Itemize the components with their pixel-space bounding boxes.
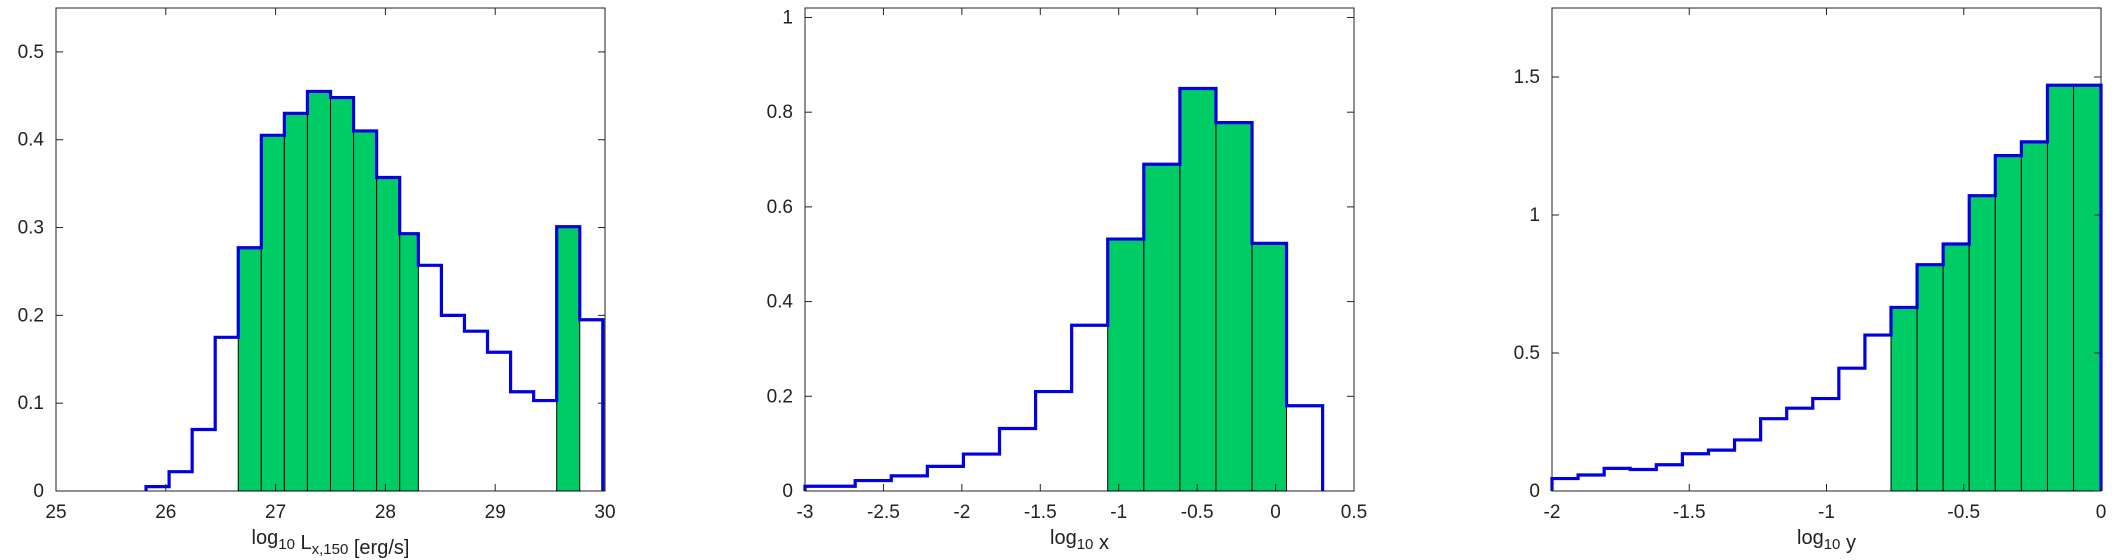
histogram-bar-shaded [330, 97, 355, 492]
histogram-bar-shaded [399, 233, 419, 492]
x-axis-label: log10 y [1797, 527, 1856, 554]
x-tick-label: 25 [45, 502, 66, 523]
x-tick-label: -1 [1818, 502, 1835, 523]
histogram-bar-shaded [237, 247, 262, 492]
axes-frame [804, 7, 1355, 492]
histogram-bar-shaded [353, 130, 378, 492]
x-tick-label: 26 [155, 502, 176, 523]
histogram-bar-shaded [1942, 243, 1970, 492]
histogram-bar-shaded [1968, 195, 1996, 492]
histogram-bar-shaded [283, 112, 308, 492]
y-tick-label: 0.2 [18, 305, 44, 326]
y-tick-label: 1 [782, 7, 793, 28]
y-tick-label: 0.2 [767, 386, 793, 407]
histogram-panel-luminosity: 25 26 27 28 29 30 0 0.1 0.2 0.3 0.4 0.5 log10 Lx,150… [18, 7, 616, 559]
y-tick-label: 0 [1529, 481, 1540, 502]
y-tick-label: 1 [1529, 205, 1540, 226]
histogram-bar-shaded [1251, 242, 1288, 492]
histogram-bar-shaded [1994, 155, 2022, 492]
y-tick-label: 0.6 [767, 197, 793, 218]
y-tick-label: 0.5 [1514, 343, 1540, 364]
y-tick-label: 0.4 [18, 130, 45, 151]
x-axis-label: log10 Lx,150 [erg/s] [252, 527, 410, 559]
x-tick-label: 0 [2096, 502, 2107, 523]
x-tick-label: 29 [485, 502, 506, 523]
histogram-bar-shaded [2020, 141, 2048, 492]
x-tick-label: -1.5 [1673, 502, 1706, 523]
histogram-bar-shaded [556, 226, 581, 492]
histogram-bar-shaded [1179, 88, 1217, 492]
x-tick-label: -2 [953, 502, 970, 523]
histogram-panel-y: -2 -1.5 -1 -0.5 0 0 0.5 1 1.5 log10 y [1514, 7, 2107, 554]
x-tick-label: -2.5 [867, 502, 900, 523]
y-tick-label: 0 [33, 481, 44, 502]
histogram-bar-shaded [1143, 163, 1181, 492]
histogram-bar-shaded [1890, 306, 1918, 492]
histogram-bar-shaded [2046, 84, 2075, 492]
x-tick-label: -0.5 [1947, 502, 1980, 523]
y-tick-label: 0 [782, 481, 793, 502]
x-tick-label: -1 [1110, 502, 1127, 523]
histogram-panel-x: -3 -2.5 -2 -1.5 -1 -0.5 0 0.5 0 0.2 0.4 0.6 0.8 1 log1… [767, 7, 1368, 554]
y-tick-label: 0.5 [18, 42, 44, 63]
histogram-outline [803, 86, 1325, 491]
x-tick-label: 0.5 [1341, 502, 1367, 523]
x-tick-label: -1.5 [1024, 502, 1057, 523]
y-tick-label: 1.5 [1514, 67, 1540, 88]
x-tick-label: -2 [1544, 502, 1561, 523]
x-tick-label: -0.5 [1181, 502, 1214, 523]
y-tick-label: 0.8 [767, 102, 793, 123]
histogram-outline [1550, 83, 2103, 491]
histogram-outline [144, 89, 605, 491]
histogram-bar-shaded [1215, 122, 1253, 492]
x-axis-label: log10 x [1050, 527, 1109, 554]
histogram-bar-shaded [1916, 264, 1944, 492]
y-tick-label: 0.3 [18, 218, 44, 239]
histogram-bar-shaded [2073, 84, 2102, 492]
histogram-bar-shaded [376, 176, 401, 492]
x-tick-label: -3 [797, 502, 814, 523]
y-tick-label: 0.1 [18, 393, 44, 414]
y-tick-label: 0.4 [767, 292, 794, 313]
x-tick-label: 28 [375, 502, 396, 523]
x-tick-label: 0 [1270, 502, 1281, 523]
histogram-bar-shaded [1107, 238, 1145, 492]
histogram-bar-shaded [260, 134, 285, 492]
x-tick-label: 27 [265, 502, 286, 523]
x-tick-label: 30 [594, 502, 615, 523]
histogram-bar-shaded [306, 90, 331, 492]
